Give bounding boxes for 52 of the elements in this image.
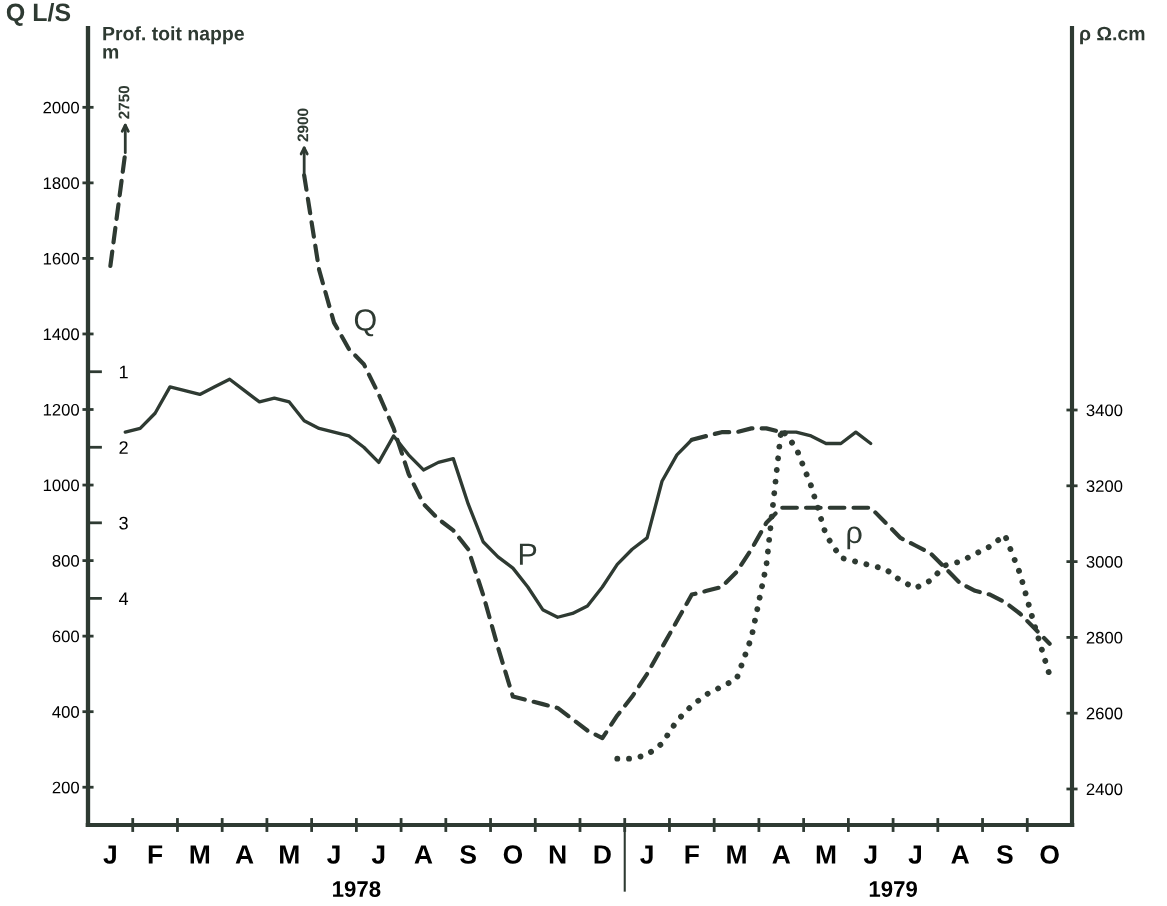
y-tick-label: 2000 <box>43 101 80 114</box>
y2-axis-title: Prof. toit nappe m <box>103 26 244 59</box>
x-tick-label: J <box>863 845 877 864</box>
y-tick-label: 400 <box>52 706 80 718</box>
x-tick-label: S <box>996 845 1013 864</box>
x-tick-label: J <box>640 845 653 864</box>
x-tick-label: S <box>460 845 476 864</box>
x-tick-label: M <box>280 845 299 864</box>
y3-tick-label: 3200 <box>1086 480 1123 493</box>
annotation: 2900 <box>297 108 309 142</box>
x-tick-label: M <box>727 845 746 864</box>
series-label: Q <box>354 309 376 337</box>
x-tick-label: O <box>503 845 523 864</box>
x-tick-label: O <box>1040 845 1059 864</box>
x-tick-label: J <box>908 845 921 864</box>
y-tick-label: 600 <box>52 630 80 643</box>
y-tick-label: 1200 <box>43 403 80 416</box>
annotation: 2750 <box>118 85 130 119</box>
x-tick-label: J <box>103 845 116 864</box>
x2-tick-label: 1979 <box>869 881 917 897</box>
x-tick-label: A <box>235 845 254 864</box>
y-tick-label: 1600 <box>43 252 80 265</box>
y-axis-title: Q L/S <box>6 2 71 26</box>
x-tick-label: A <box>414 845 433 864</box>
y3-tick-label: 3000 <box>1086 556 1123 568</box>
series-label: P <box>519 543 537 565</box>
x2-tick-label: 1978 <box>333 881 381 897</box>
x-tick-label: A <box>951 845 970 864</box>
x-tick-label: A <box>772 845 791 864</box>
y2-tick-label: 4 <box>118 592 129 605</box>
y-tick-label: 800 <box>52 554 80 567</box>
y3-tick-label: 2600 <box>1086 707 1123 720</box>
x-tick-label: J <box>327 845 340 864</box>
x-tick-label: M <box>190 845 210 864</box>
x-tick-label: N <box>549 845 566 864</box>
y3-tick-label: 2400 <box>1086 783 1123 796</box>
x-tick-label: F <box>148 845 163 864</box>
x-tick-label: M <box>816 845 836 864</box>
y-tick-label: 1000 <box>43 479 80 492</box>
y-tick-label: 1800 <box>43 177 80 190</box>
y3-axis-title: ρ Ω.cm <box>1080 26 1145 45</box>
y-tick-label: 1400 <box>43 328 80 341</box>
y2-tick-label: 2 <box>119 441 128 454</box>
y2-tick-label: 1 <box>119 365 128 379</box>
y-tick-label: 200 <box>52 781 80 794</box>
y3-tick-label: 3400 <box>1086 404 1123 417</box>
series-label: ρ <box>847 526 862 550</box>
x-tick-label: J <box>371 845 385 864</box>
x-tick-label: D <box>594 845 611 864</box>
y3-tick-label: 2800 <box>1086 631 1123 644</box>
y2-tick-label: 3 <box>119 516 128 530</box>
x-tick-label: F <box>685 845 699 864</box>
